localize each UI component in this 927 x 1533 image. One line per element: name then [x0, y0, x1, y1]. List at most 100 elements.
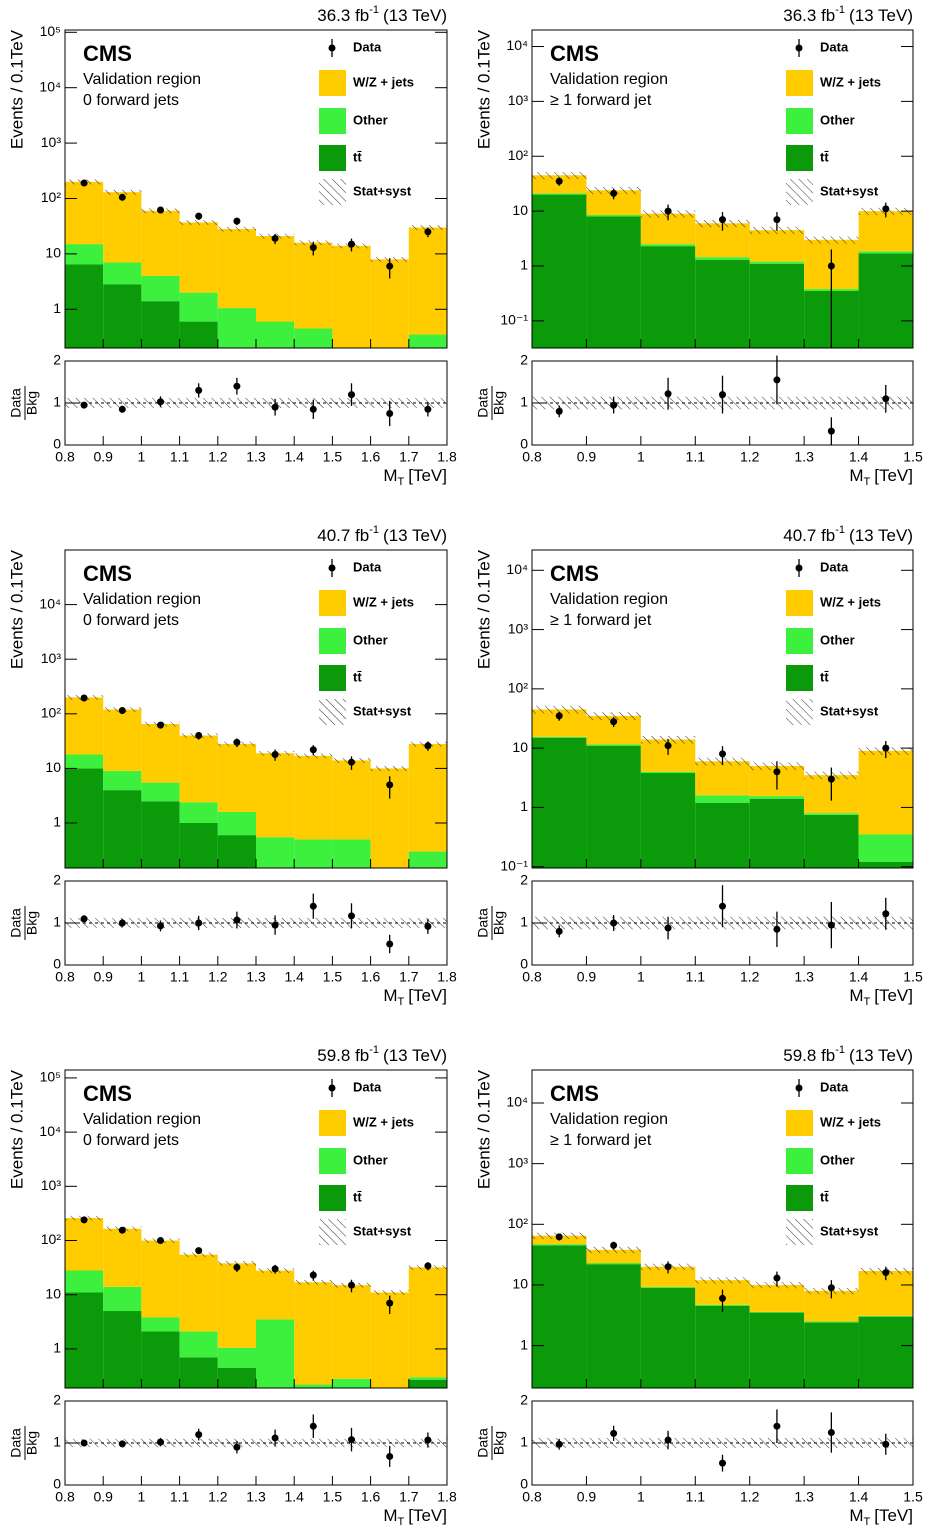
data-point [773, 376, 781, 384]
legend-marker [795, 1084, 803, 1092]
x-tick-label: 0.9 [93, 969, 113, 985]
data-point [773, 216, 781, 224]
plot-area [532, 705, 913, 868]
x-tick-label: 0.8 [55, 449, 75, 465]
ratio-y-label: Data Bkg [475, 1426, 507, 1460]
uncertainty-band [586, 1246, 641, 1254]
data-point [664, 1436, 672, 1444]
y-tick-label: 1 [520, 798, 528, 814]
data-point [271, 234, 279, 242]
legend-label: tt̄ [820, 149, 829, 164]
y-tick-label: 10² [508, 680, 529, 696]
legend-label: W/Z + jets [353, 74, 414, 89]
data-point [80, 1439, 88, 1447]
x-label-main: M [383, 1506, 397, 1525]
data-point [827, 1284, 835, 1292]
data-point [309, 244, 317, 252]
x-tick-label: 1.2 [740, 1489, 760, 1505]
bar-segment [103, 192, 142, 263]
bar-segment [749, 1312, 805, 1388]
bar-segment [294, 242, 333, 329]
y-label-numerator: Data [475, 1428, 491, 1458]
x-tick-label: 0.8 [55, 1489, 75, 1505]
x-axis-label: MT [TeV] [849, 1506, 913, 1527]
data-point [882, 744, 890, 752]
title-sup: -1 [369, 524, 379, 536]
x-tick-label: 1.3 [794, 449, 814, 465]
bar-segment [217, 1367, 256, 1388]
data-point [233, 916, 241, 924]
x-label-sub: T [864, 996, 871, 1008]
data-point [386, 410, 394, 417]
legend-swatch [786, 665, 813, 691]
uncertainty-band [294, 753, 333, 759]
y-tick-label: 2 [520, 352, 528, 368]
x-label-suffix: [TeV] [874, 986, 913, 1005]
uncertainty-band [532, 705, 587, 714]
legend-label: Other [353, 112, 388, 127]
bar-segment [586, 744, 641, 746]
data-point [719, 750, 726, 758]
bar-segment [858, 1315, 913, 1317]
legend-swatch [319, 1219, 346, 1245]
y-tick-label: 0 [53, 1476, 61, 1492]
y-tick-label: 1 [53, 914, 61, 930]
bar-segment [256, 753, 295, 838]
legend-label: Stat+syst [353, 183, 412, 198]
title-suffix: (13 TeV) [383, 1046, 447, 1065]
legend-label: Stat+syst [820, 1223, 879, 1238]
bar-segment [141, 724, 180, 783]
annotation: 0 forward jets [83, 1132, 179, 1149]
legend-swatch [319, 70, 346, 96]
chart-title: 40.7 fb-1 (13 TeV) [783, 524, 913, 546]
bar-segment [65, 768, 104, 868]
x-axis-label: MT [TeV] [849, 466, 913, 487]
x-tick-label: 0.8 [522, 1489, 542, 1505]
data-point [348, 758, 355, 766]
x-label-main: M [849, 466, 863, 485]
bar-segment [65, 754, 104, 769]
legend-swatch [319, 145, 346, 171]
data-point [664, 207, 672, 215]
bar-segment [179, 321, 218, 348]
legend-label: Data [820, 1079, 849, 1094]
annotation: Validation region [550, 1111, 668, 1128]
y-label-denominator: Bkg [491, 391, 507, 415]
data-point [80, 179, 88, 187]
data-point [271, 921, 279, 929]
y-tick-label: 2 [520, 872, 528, 888]
bar-segment [804, 813, 859, 815]
title-sup: -1 [369, 4, 379, 16]
x-tick-label: 1 [138, 969, 146, 985]
bar-segment [371, 351, 409, 365]
data-point [773, 1274, 781, 1282]
data-point [233, 1263, 241, 1271]
legend-swatch [786, 179, 813, 205]
data-point [882, 1269, 890, 1277]
legend-label: Data [820, 559, 849, 574]
y-tick-label: 0 [520, 1476, 528, 1492]
x-tick-label: 0.8 [522, 969, 542, 985]
bar-segment [804, 1321, 859, 1323]
y-tick-label: 10⁴ [506, 37, 528, 53]
plot-area [65, 1215, 447, 1388]
y-tick-label: 2 [520, 1392, 528, 1408]
bar-segment [749, 263, 805, 348]
bar-segment [640, 1287, 696, 1388]
ratio-band [532, 1437, 913, 1449]
bar-segment [256, 837, 295, 868]
title-sup: -1 [835, 524, 845, 536]
y-tick-label: 1 [520, 1434, 528, 1450]
bar-segment [408, 1377, 447, 1380]
annotation: Validation region [83, 1111, 201, 1128]
legend-swatch [786, 590, 813, 616]
bar-segment [586, 216, 641, 348]
legend-label: Data [820, 39, 849, 54]
y-tick-label: 1 [53, 394, 61, 410]
data-point [80, 915, 88, 923]
data-point [386, 1299, 394, 1307]
ratio-band [65, 1438, 447, 1448]
bar-segment [749, 796, 805, 799]
data-point [555, 1440, 563, 1448]
